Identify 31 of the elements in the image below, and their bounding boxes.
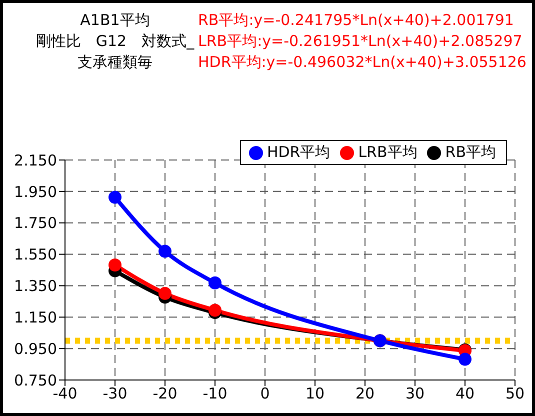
point xyxy=(108,190,122,204)
x-tick-label: 20 xyxy=(355,384,375,403)
point xyxy=(158,286,172,300)
point xyxy=(208,276,222,290)
y-tick-label: 1.150 xyxy=(14,308,57,326)
y-tick-label: 1.950 xyxy=(14,182,57,201)
legend-label: RB平均 xyxy=(445,143,496,161)
x-tick-label: -10 xyxy=(202,384,228,403)
y-tick-label: 2.150 xyxy=(14,151,57,170)
x-tick-label: 40 xyxy=(455,384,475,403)
legend-label: LRB平均 xyxy=(358,143,418,161)
y-tick-label: 1.550 xyxy=(14,246,57,264)
x-tick-label: 0 xyxy=(260,384,270,403)
chart-subtitle: 剛性比 G12 対数式_支承種類毎 xyxy=(34,31,196,73)
text: RB平均:y=-0.241795*Ln(x+40)+2.001791 xyxy=(198,10,515,31)
point xyxy=(158,244,172,258)
point xyxy=(108,258,122,272)
legend-label: HDR平均 xyxy=(266,143,330,161)
x-tick-label: -20 xyxy=(152,384,178,403)
text: HDR平均:y=-0.496032*Ln(x+40)+3.055126 xyxy=(198,52,526,73)
x-tick-label: 10 xyxy=(305,384,325,403)
text: LRB平均:y=-0.261951*Ln(x+40)+2.085297 xyxy=(198,31,524,52)
x-tick-label: 50 xyxy=(505,384,525,403)
y-tick-label: 1.350 xyxy=(14,277,57,296)
point xyxy=(208,304,222,317)
chart-title: A1B1平均 xyxy=(80,11,150,29)
x-tick-label: 30 xyxy=(405,384,425,403)
y-tick-label: 0.950 xyxy=(14,340,57,358)
point xyxy=(458,352,472,366)
y-tick-label: 1.750 xyxy=(14,214,57,232)
x-tick-label: -30 xyxy=(102,384,128,403)
